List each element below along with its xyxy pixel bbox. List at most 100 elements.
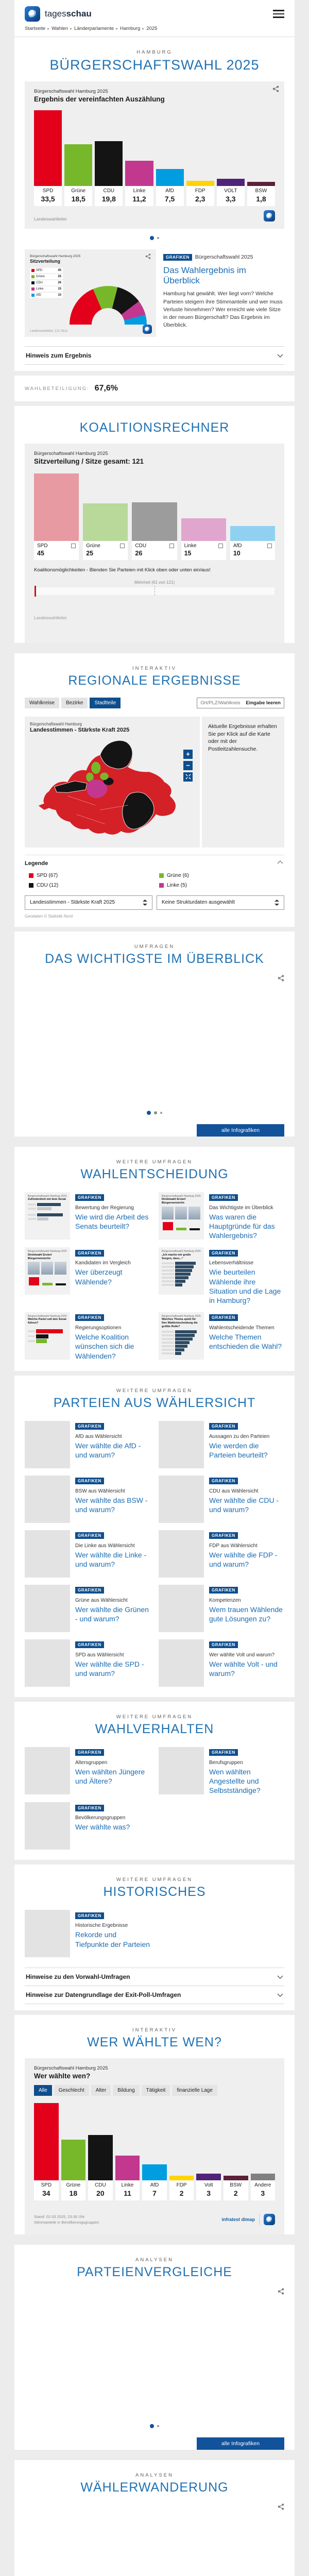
alle-infografiken-button[interactable]: alle Infografiken bbox=[197, 1124, 284, 1137]
chevron-up-icon[interactable] bbox=[277, 860, 283, 864]
share-icon[interactable] bbox=[145, 253, 151, 259]
image-placeholder[interactable] bbox=[159, 1584, 204, 1632]
teaser-card[interactable]: GRAFIKEN Kompetenzen Wem trauen Wählende g… bbox=[159, 1584, 284, 1632]
image-placeholder[interactable] bbox=[25, 1747, 70, 1794]
teaser-card[interactable]: GRAFIKEN Wer wählte Volt und warum? Wer wä… bbox=[159, 1639, 284, 1687]
region-tabs: Wahlkreise Bezirke Stadtteile bbox=[25, 697, 121, 708]
zoom-in-button[interactable]: + bbox=[183, 749, 193, 759]
carousel-dots[interactable] bbox=[14, 2417, 295, 2435]
party-checkbox[interactable] bbox=[267, 543, 272, 548]
carousel-dots[interactable] bbox=[14, 1104, 295, 1122]
coalition-bars-thumb[interactable]: Bürgerschaftswahl Hamburg 2025 Welche Pa… bbox=[25, 1312, 70, 1360]
teaser-card[interactable]: Bürgerschaftswahl Hamburg 2025 Welche Pa… bbox=[25, 1312, 150, 1361]
koalition-bar-linke[interactable] bbox=[181, 518, 226, 541]
tab-bildung[interactable]: Bildung bbox=[113, 2085, 140, 2096]
breadcrumb-wahlen[interactable]: Wahlen bbox=[52, 26, 68, 31]
dot-active[interactable] bbox=[150, 236, 154, 241]
teaser-card[interactable]: GRAFIKEN Historische Ergebnisse Rekorde un… bbox=[25, 1910, 150, 1958]
legend-item: Grüne (6) bbox=[159, 873, 284, 878]
concerns-bars-thumb[interactable]: Bürgerschaftswahl Hamburg 2025 „Ich mach… bbox=[159, 1247, 204, 1295]
teaser-card[interactable]: GRAFIKEN Aussagen zu den Parteien Wie werd… bbox=[159, 1420, 284, 1468]
koalition-bar-cdu[interactable] bbox=[132, 502, 177, 541]
teaser-card[interactable]: GRAFIKEN Die Linke aus Wählersicht Wer wäh… bbox=[25, 1530, 150, 1578]
image-placeholder[interactable] bbox=[159, 1420, 204, 1468]
koalition-bar-spd[interactable] bbox=[34, 473, 79, 541]
share-icon[interactable] bbox=[272, 86, 279, 92]
section-regionale-ergebnisse: INTERAKTIV REGIONALE ERGEBNISSE Wahlkrei… bbox=[14, 653, 295, 927]
plz-search-input[interactable] bbox=[200, 700, 242, 706]
teaser-card[interactable]: GRAFIKEN CDU aus Wählersicht Wer wählte di… bbox=[159, 1475, 284, 1523]
wer-waehlte-wen-bar-chart: SPD 34 Grüne 18 CDU 20 Linke 11 AfD 7 FDP 2 Vo… bbox=[34, 2103, 276, 2200]
hamburg-map[interactable] bbox=[30, 735, 194, 844]
image-placeholder[interactable] bbox=[25, 1802, 70, 1850]
image-placeholder[interactable] bbox=[25, 1910, 70, 1958]
teaser-card[interactable]: GRAFIKEN Altersgruppen Wen wählten Jüngere… bbox=[25, 1747, 150, 1795]
koalition-bar-afd[interactable] bbox=[230, 526, 276, 541]
image-placeholder[interactable] bbox=[25, 1530, 70, 1578]
hamburger-menu-icon[interactable] bbox=[273, 8, 284, 20]
tab-geschlecht[interactable]: Geschlecht bbox=[54, 2085, 89, 2096]
image-placeholder[interactable] bbox=[25, 1420, 70, 1468]
teaser-card[interactable]: GRAFIKEN Bevölkerungsgruppen Wer wählte wa… bbox=[25, 1802, 150, 1850]
breadcrumb-2025[interactable]: 2025 bbox=[146, 26, 158, 31]
image-placeholder[interactable] bbox=[25, 1584, 70, 1632]
image-placeholder[interactable] bbox=[159, 1639, 204, 1687]
teaser-headline[interactable]: Das Wahlergebnis im Überblick bbox=[163, 265, 246, 286]
teaser-card[interactable]: GRAFIKEN Grüne aus Wählersicht Wer wählte … bbox=[25, 1584, 150, 1632]
accordion-exit-poll[interactable]: Hinweise zur Datengrundlage der Exit-Pol… bbox=[25, 1986, 284, 2005]
zoom-out-button[interactable]: − bbox=[183, 760, 193, 770]
seat-distribution-card[interactable]: Bürgerschaftswahl Hamburg 2025 Sitzverte… bbox=[25, 249, 156, 337]
teaser-card[interactable]: GRAFIKEN Berufsgruppen Wen wählten Angeste… bbox=[159, 1747, 284, 1795]
fullscreen-button[interactable] bbox=[183, 772, 193, 782]
teaser-card[interactable]: GRAFIKEN BSW aus Wählersicht Wer wählte da… bbox=[25, 1475, 150, 1523]
teaser-card[interactable]: Bürgerschaftswahl Hamburg 2025 „Ich mach… bbox=[159, 1247, 284, 1305]
dot[interactable] bbox=[157, 237, 159, 240]
tab-bezirke[interactable]: Bezirke bbox=[61, 697, 88, 708]
share-icon[interactable] bbox=[278, 2503, 284, 2510]
image-placeholder[interactable] bbox=[25, 1475, 70, 1523]
party-checkbox[interactable] bbox=[218, 543, 223, 548]
party-checkbox[interactable] bbox=[71, 543, 76, 548]
image-placeholder[interactable] bbox=[159, 1475, 204, 1523]
www-bar-andere bbox=[250, 2173, 276, 2180]
tab-taetigkeit[interactable]: Tätigkeit bbox=[141, 2085, 170, 2096]
teaser-card[interactable]: GRAFIKEN SPD aus Wählersicht Wer wählte di… bbox=[25, 1639, 150, 1687]
majority-label: Mehrheit (61 von 121) bbox=[134, 580, 175, 585]
teaser-card[interactable]: Bürgerschaftswahl Hamburg 2025 Direktwah… bbox=[159, 1192, 284, 1241]
image-placeholder[interactable] bbox=[159, 1747, 204, 1794]
party-checkbox[interactable] bbox=[169, 543, 174, 548]
candidates-photos-thumb[interactable]: Bürgerschaftswahl Hamburg 2025 Direktwah… bbox=[159, 1192, 204, 1240]
teaser-card[interactable]: Bürgerschaftswahl Hamburg 2025 Zufrieden… bbox=[25, 1192, 150, 1241]
accordion-hinweis-ergebnis[interactable]: Hinweis zum Ergebnis bbox=[25, 346, 284, 365]
teaser-card[interactable]: Bürgerschaftswahl Hamburg 2025 Welches T… bbox=[159, 1312, 284, 1361]
teaser-card[interactable]: Bürgerschaftswahl Hamburg 2025 Direktwah… bbox=[25, 1247, 150, 1305]
teaser-card[interactable]: GRAFIKEN FDP aus Wählersicht Wer wählte di… bbox=[159, 1530, 284, 1578]
share-icon[interactable] bbox=[278, 2288, 284, 2295]
tab-alter[interactable]: Alter bbox=[91, 2085, 111, 2096]
teaser-card[interactable]: GRAFIKEN AfD aus Wählersicht Wer wählte di… bbox=[25, 1420, 150, 1468]
image-placeholder[interactable] bbox=[159, 1530, 204, 1578]
candidates-photos-thumb[interactable]: Bürgerschaftswahl Hamburg 2025 Direktwah… bbox=[25, 1247, 70, 1295]
tagesschau-logo[interactable]: tagesschau bbox=[25, 6, 92, 22]
alle-infografiken-button[interactable]: alle Infografiken bbox=[197, 2437, 284, 2450]
image-placeholder[interactable] bbox=[25, 1639, 70, 1687]
koalition-bar-gruene[interactable] bbox=[83, 503, 128, 541]
breadcrumb-hamburg[interactable]: Hamburg bbox=[120, 26, 141, 31]
structure-data-select[interactable]: Keine Strukturdaten ausgewählt bbox=[157, 895, 284, 910]
tab-alle[interactable]: Alle bbox=[34, 2085, 52, 2096]
tab-stadtteile[interactable]: Stadtteile bbox=[90, 697, 121, 708]
map-metric-select[interactable]: Landesstimmen - Stärkste Kraft 2025 bbox=[25, 895, 152, 910]
tab-wahlkreise[interactable]: Wahlkreise bbox=[25, 697, 60, 708]
breadcrumb-laenderparlamente[interactable]: Länderparlamente bbox=[74, 26, 114, 31]
clear-input-button[interactable]: Eingabe leeren bbox=[246, 700, 281, 706]
accordion-vorwahl-umfragen[interactable]: Hinweise zu den Vorwahl-Umfragen bbox=[25, 1968, 284, 1986]
topics-bars-thumb[interactable]: Bürgerschaftswahl Hamburg 2025 Welches T… bbox=[159, 1312, 204, 1360]
breadcrumb-startseite[interactable]: Startseite bbox=[25, 26, 46, 31]
tab-finanzielle-lage[interactable]: finanzielle Lage bbox=[172, 2085, 217, 2096]
party-checkbox[interactable] bbox=[120, 543, 125, 548]
senat-approval-chart-thumb[interactable]: Bürgerschaftswahl Hamburg 2025 Zufrieden… bbox=[25, 1192, 70, 1240]
breadcrumb-separator-icon: ▸ bbox=[47, 26, 50, 31]
share-icon[interactable] bbox=[278, 975, 284, 981]
grafiken-badge: GRAFIKEN bbox=[163, 253, 192, 261]
carousel-dots[interactable] bbox=[14, 229, 295, 247]
